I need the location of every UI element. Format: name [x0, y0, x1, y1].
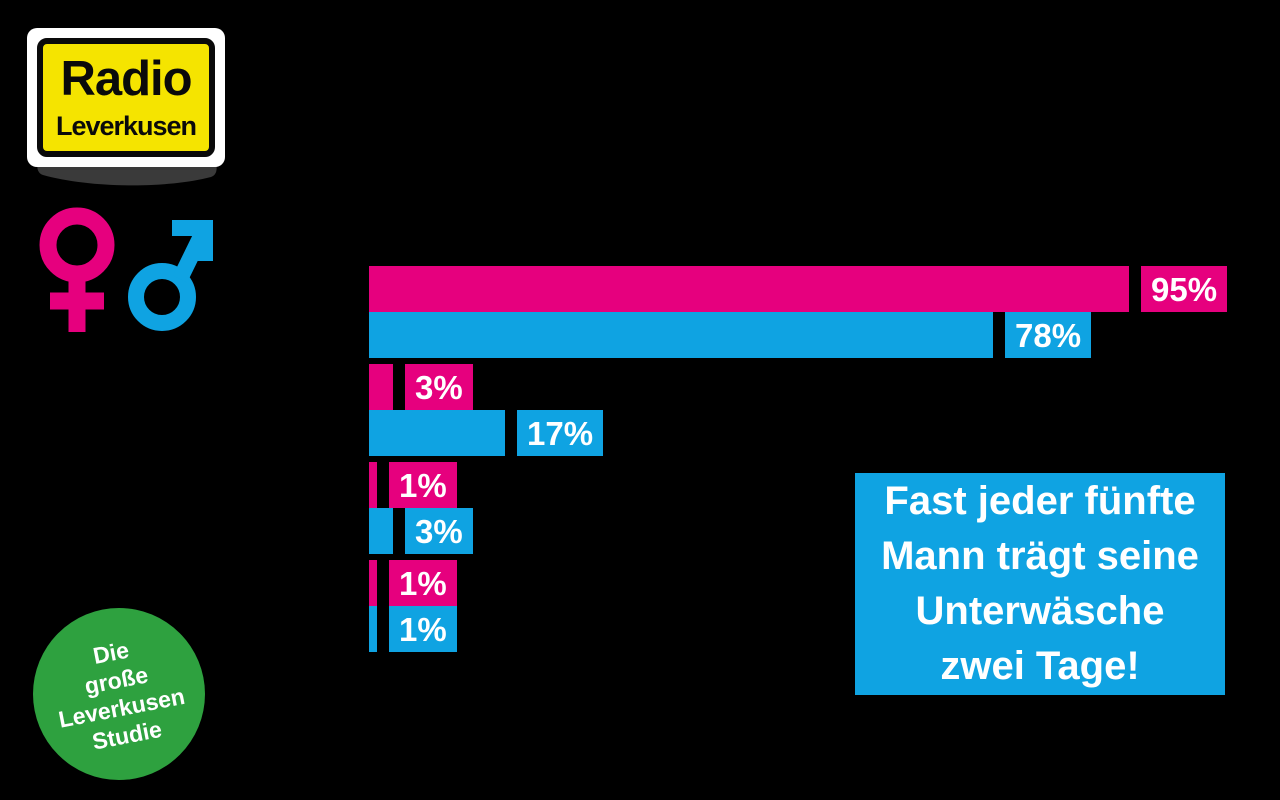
bar-chart: 95% 78% 3% 17% 1% 3% 1% 1%	[369, 266, 1228, 652]
callout-box: Fast jeder fünfte Mann trägt seine Unter…	[855, 473, 1225, 695]
male-bar-value-label: 78%	[1005, 312, 1092, 358]
bar-row-female-group2: 3%	[369, 364, 1227, 410]
bar-row-female-group3: 1%	[369, 462, 1227, 508]
male-bar	[369, 606, 377, 652]
male-bar-value-label: 17%	[517, 410, 604, 456]
male-bar	[369, 312, 993, 358]
callout-line: Unterwäsche	[915, 589, 1165, 633]
bar-row-male-group2: 17%	[369, 410, 1227, 456]
logo-subtitle: Leverkusen	[55, 111, 197, 141]
female-icon	[39, 207, 115, 332]
bar-row-male-group4: 1%	[369, 606, 1227, 652]
female-bar	[369, 462, 377, 508]
logo-sign-plate: Radio Leverkusen	[27, 28, 225, 167]
female-bar	[369, 266, 1129, 312]
female-bar-value-label: 1%	[389, 462, 457, 508]
study-badge: Die große Leverkusen Studie	[33, 608, 205, 780]
female-bar-value-label: 1%	[389, 560, 457, 606]
callout-line: Mann trägt seine	[881, 534, 1199, 578]
female-bar-value-label: 3%	[405, 364, 473, 410]
female-bar-value-label: 95%	[1141, 266, 1228, 312]
male-bar-value-label: 3%	[405, 508, 473, 554]
logo-shadow-swoosh	[37, 161, 217, 186]
logo-title: Radio	[60, 52, 192, 106]
bar-row-female-group4: 1%	[369, 560, 1227, 606]
male-icon	[128, 220, 213, 331]
female-bar	[369, 364, 393, 410]
male-bar	[369, 410, 505, 456]
callout-line: Fast jeder fünfte	[884, 479, 1196, 523]
male-bar-value-label: 1%	[389, 606, 457, 652]
female-bar	[369, 560, 377, 606]
bar-row-male-group1: 78%	[369, 312, 1227, 358]
gender-legend	[39, 207, 213, 332]
bar-row-female-group1: 95%	[369, 266, 1228, 312]
bar-row-male-group3: 3%	[369, 508, 1227, 554]
study-badge-text: Die große Leverkusen Studie	[46, 627, 193, 761]
logo-yellow-panel: Radio Leverkusen	[37, 38, 215, 157]
male-bar	[369, 508, 393, 554]
callout-line: zwei Tage!	[940, 644, 1140, 688]
